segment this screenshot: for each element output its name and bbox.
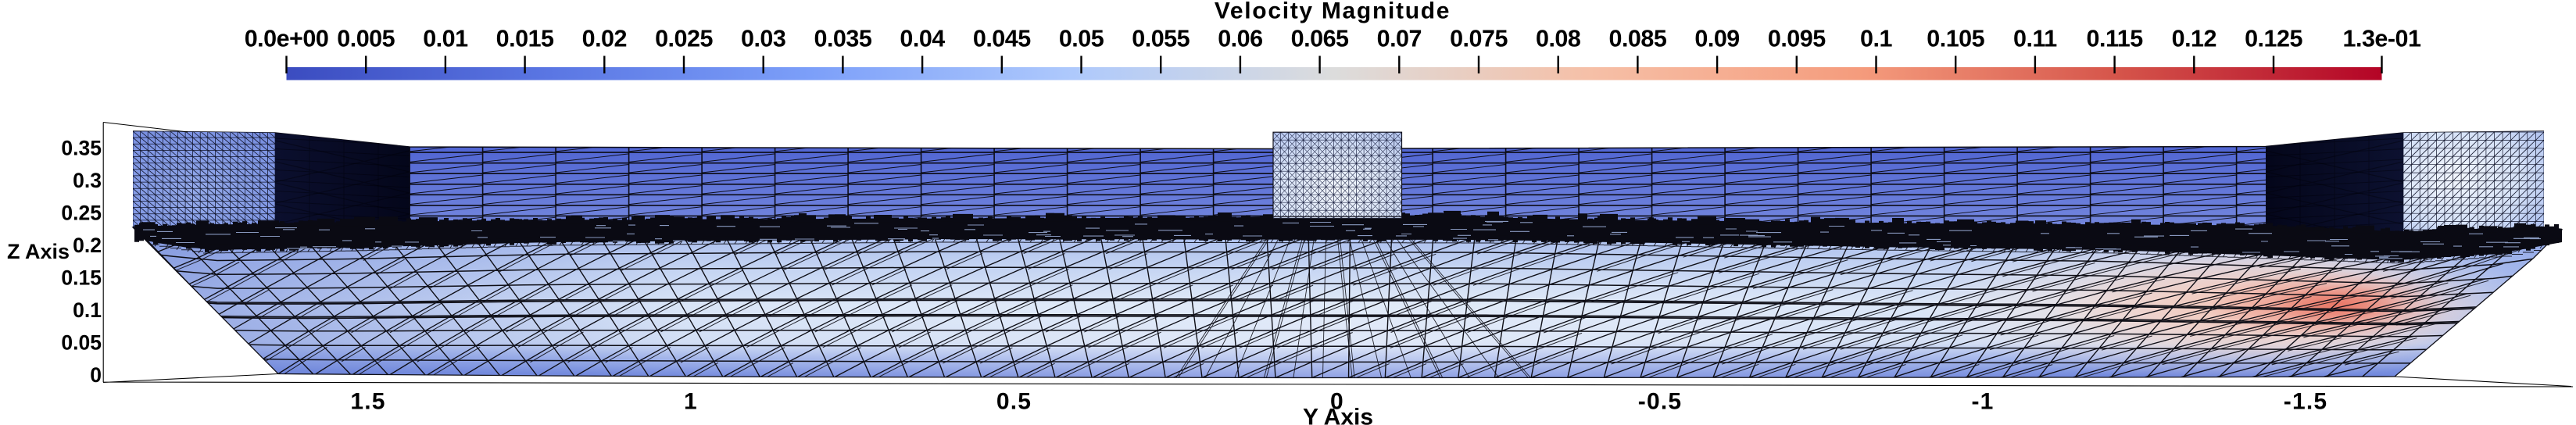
svg-text:0.08: 0.08	[1536, 26, 1581, 52]
svg-text:0.04: 0.04	[900, 26, 945, 52]
svg-text:0.5: 0.5	[996, 389, 1032, 415]
svg-text:1.5: 1.5	[350, 389, 385, 415]
svg-text:0.005: 0.005	[337, 26, 395, 52]
svg-text:0.1: 0.1	[73, 298, 102, 322]
svg-text:0.02: 0.02	[582, 26, 627, 52]
svg-text:0.07: 0.07	[1377, 26, 1422, 52]
svg-text:1: 1	[684, 389, 698, 415]
svg-text:0.15: 0.15	[61, 266, 102, 290]
svg-text:-0.5: -0.5	[1638, 389, 1683, 415]
svg-text:0.065: 0.065	[1291, 26, 1349, 52]
svg-text:0.01: 0.01	[423, 26, 468, 52]
svg-text:0.075: 0.075	[1450, 26, 1508, 52]
svg-text:0.3: 0.3	[73, 169, 102, 192]
svg-text:0.25: 0.25	[61, 202, 102, 225]
svg-text:0.015: 0.015	[496, 26, 554, 52]
svg-text:0.11: 0.11	[2013, 26, 2057, 52]
svg-text:0.05: 0.05	[61, 331, 102, 355]
svg-text:0.045: 0.045	[973, 26, 1031, 52]
svg-text:0.05: 0.05	[1059, 26, 1104, 52]
svg-text:0.35: 0.35	[61, 137, 102, 160]
svg-text:0: 0	[1330, 389, 1344, 415]
svg-text:Velocity Magnitude: Velocity Magnitude	[1215, 0, 1451, 24]
svg-text:0.2: 0.2	[73, 234, 102, 257]
svg-text:Z Axis: Z Axis	[7, 240, 70, 263]
svg-text:0.085: 0.085	[1608, 26, 1666, 52]
svg-text:0.09: 0.09	[1694, 26, 1739, 52]
svg-text:-1: -1	[1971, 389, 1994, 415]
svg-text:0: 0	[90, 363, 102, 387]
svg-text:0.025: 0.025	[655, 26, 713, 52]
svg-text:0.03: 0.03	[741, 26, 785, 52]
svg-text:0.095: 0.095	[1768, 26, 1826, 52]
svg-text:0.125: 0.125	[2245, 26, 2302, 52]
svg-text:0.115: 0.115	[2087, 26, 2144, 52]
svg-text:0.105: 0.105	[1927, 26, 1984, 52]
svg-text:0.1: 0.1	[1860, 26, 1892, 52]
svg-text:0.0e+00: 0.0e+00	[245, 26, 329, 52]
svg-text:Y Axis: Y Axis	[1303, 405, 1373, 425]
svg-text:1.3e-01: 1.3e-01	[2343, 26, 2421, 52]
svg-text:0.035: 0.035	[814, 26, 871, 52]
svg-text:-1.5: -1.5	[2284, 389, 2328, 415]
svg-text:0.055: 0.055	[1132, 26, 1190, 52]
svg-text:0.06: 0.06	[1218, 26, 1262, 52]
svg-text:0.12: 0.12	[2172, 26, 2216, 52]
